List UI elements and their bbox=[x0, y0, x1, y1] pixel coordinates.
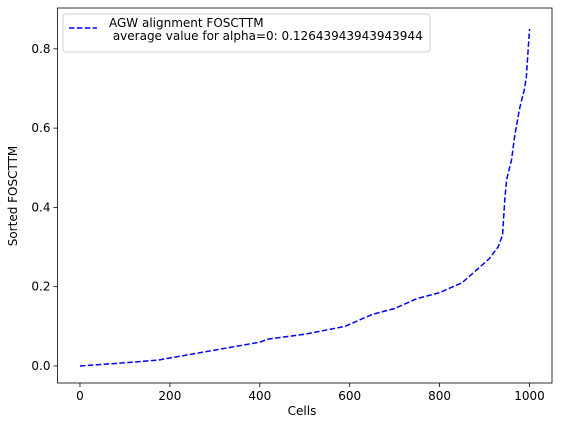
x-tick-label: 800 bbox=[428, 389, 451, 403]
y-tick-label: 0.4 bbox=[31, 200, 50, 214]
y-tick-label: 0.8 bbox=[31, 42, 50, 56]
y-tick-label: 0.0 bbox=[31, 359, 50, 373]
y-tick-label: 0.6 bbox=[31, 121, 50, 135]
legend-label: AGW alignment FOSCTTM average value for … bbox=[109, 16, 423, 43]
x-tick-label: 400 bbox=[248, 389, 271, 403]
y-axis-label: Sorted FOSCTTM bbox=[6, 146, 20, 247]
x-axis-label: Cells bbox=[288, 404, 317, 418]
y-tick-label: 0.2 bbox=[31, 280, 50, 294]
line bbox=[79, 28, 531, 367]
legend-box bbox=[62, 13, 431, 53]
plot-frame bbox=[57, 7, 553, 384]
x-tick-label: 200 bbox=[158, 389, 181, 403]
x-tick-label: 1000 bbox=[514, 389, 545, 403]
x-tick-label: 600 bbox=[338, 389, 361, 403]
x-tick-label: 0 bbox=[76, 389, 84, 403]
